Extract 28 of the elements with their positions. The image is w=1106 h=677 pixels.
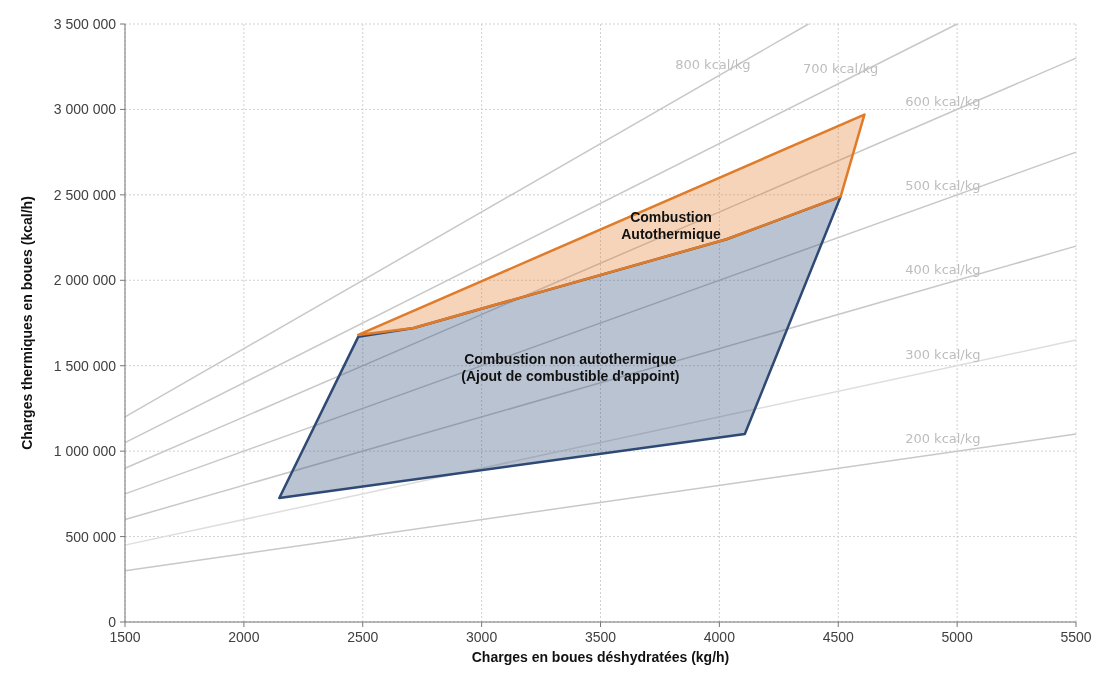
x-tick-label: 2000 <box>228 629 260 645</box>
y-tick-label: 3 000 000 <box>53 101 117 118</box>
x-tick-label: 1500 <box>109 629 141 645</box>
series-label: 400 kcal/kg <box>905 262 981 278</box>
series-label: 500 kcal/kg <box>905 177 981 193</box>
series-label: 700 kcal/kg <box>802 60 879 76</box>
x-tick-label: 4000 <box>703 629 736 645</box>
y-tick-label: 1 500 000 <box>53 357 117 374</box>
series-label: Combustion Autothermique <box>621 209 721 243</box>
series-label: 200 kcal/kg <box>905 431 981 447</box>
y-tick-label: 500 000 <box>65 528 117 545</box>
x-tick-label: 4500 <box>822 629 855 645</box>
y-tick-label: 2 000 000 <box>53 272 117 289</box>
x-tick-label: 3500 <box>584 629 617 645</box>
x-tick-label: 5500 <box>1060 629 1092 645</box>
y-axis-title: Charges thermiques en boues (kcal/h) <box>19 196 35 450</box>
x-tick-label: 2500 <box>347 629 379 645</box>
series-label: 300 kcal/kg <box>905 346 981 362</box>
x-tick-label: 3000 <box>466 629 498 645</box>
x-tick-label: 5000 <box>941 629 973 645</box>
series-label: Combustion non autothermique (Ajout de combustible d'appoint) <box>461 351 680 385</box>
x-axis-title: Charges en boues déshydratées (kg/h) <box>471 649 730 665</box>
y-tick-label: 1 000 000 <box>53 443 117 460</box>
y-tick-label: 0 <box>108 614 117 630</box>
series-label: 600 kcal/kg <box>905 93 981 109</box>
y-tick-label: 3 500 000 <box>53 16 117 32</box>
y-tick-label: 2 500 000 <box>53 186 117 203</box>
series-label: 800 kcal/kg <box>675 57 751 73</box>
